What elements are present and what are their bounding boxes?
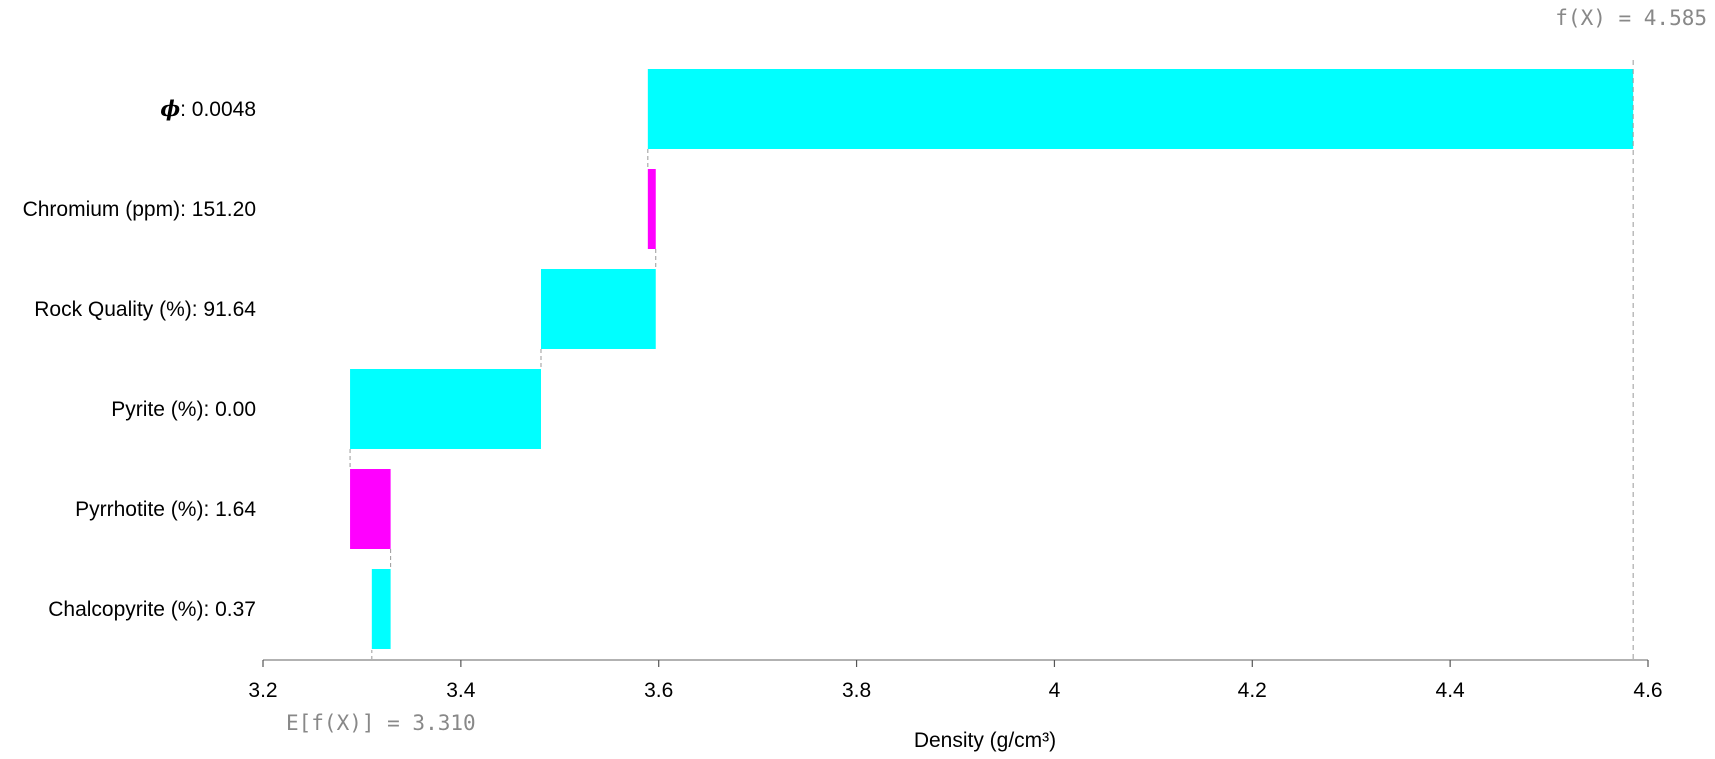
x-tick-label-5: 4.2 xyxy=(1238,679,1267,702)
x-axis-title: Density (g/cm³) xyxy=(914,729,1056,752)
bar-2 xyxy=(540,269,656,349)
feature-label-text: Pyrrhotite (%): 1.64 xyxy=(75,498,256,521)
bars-layer xyxy=(350,69,1634,649)
feature-labels: 𝝓: 0.0048 Chromium (ppm): 151.20 Rock Qual… xyxy=(23,96,257,621)
feature-label-4: Pyrrhotite (%): 1.64 xyxy=(75,498,256,521)
feature-label-1: Chromium (ppm): 151.20 xyxy=(23,198,256,221)
feature-label-text: Rock Quality (%): 91.64 xyxy=(34,298,256,321)
x-tick-label-4: 4 xyxy=(1049,679,1061,702)
feature-label-5: Chalcopyrite (%): 0.37 xyxy=(48,598,256,621)
base-value-label: E[f(X)] = 3.310 xyxy=(286,711,476,735)
x-tick-label-2: 3.6 xyxy=(644,679,673,702)
feature-label-0: 𝝓: 0.0048 xyxy=(160,96,256,121)
feature-label-3: Pyrite (%): 0.00 xyxy=(111,398,256,421)
feature-label-text: Chromium (ppm): 151.20 xyxy=(23,198,256,221)
phi-symbol: 𝝓 xyxy=(160,96,180,121)
x-axis: 3.2 3.4 3.6 3.8 4 4.2 4.4 4.6 xyxy=(248,659,1663,702)
x-tick-label-7: 4.6 xyxy=(1633,679,1662,702)
x-tick-label-6: 4.4 xyxy=(1436,679,1466,702)
bar-1 xyxy=(647,169,656,249)
output-value-label: f(X) = 4.585 xyxy=(1555,6,1707,30)
connectors-layer xyxy=(349,60,1634,660)
bar-0 xyxy=(647,69,1634,149)
x-tick-label-0: 3.2 xyxy=(248,679,277,702)
feature-label-text: Chalcopyrite (%): 0.37 xyxy=(48,598,256,621)
bar-3 xyxy=(350,369,541,449)
feature-label-2: Rock Quality (%): 91.64 xyxy=(34,298,256,321)
bar-4 xyxy=(350,469,391,549)
feature-label-text: : 0.0048 xyxy=(180,98,256,121)
feature-label-text: Pyrite (%): 0.00 xyxy=(111,398,256,421)
bar-5 xyxy=(371,569,391,649)
x-tick-label-3: 3.8 xyxy=(842,679,871,702)
x-tick-label-1: 3.4 xyxy=(446,679,476,702)
